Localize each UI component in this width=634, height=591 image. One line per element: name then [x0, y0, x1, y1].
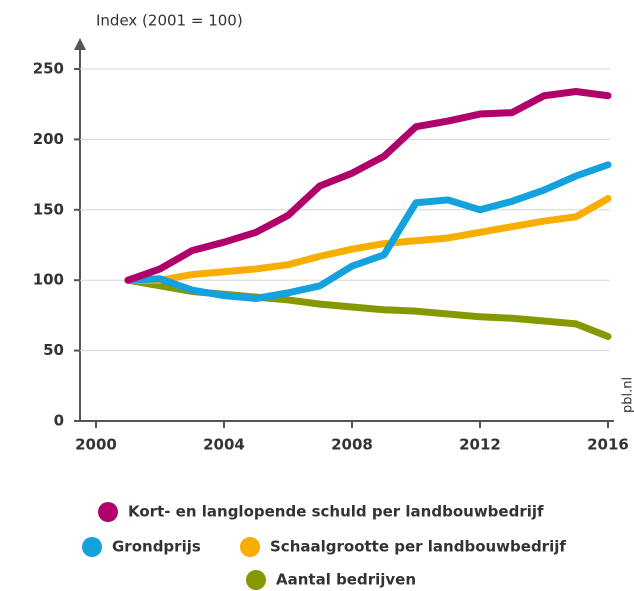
y-axis-arrow [74, 38, 86, 50]
legend-swatch [240, 537, 260, 557]
y-tick-label: 50 [43, 341, 64, 359]
legend-label: Aantal bedrijven [276, 571, 416, 589]
y-tick-label: 200 [33, 130, 64, 148]
legend-label: Schaalgrootte per landbouwbedrijf [270, 538, 566, 556]
legend-swatch [98, 502, 118, 522]
series-line [124, 88, 612, 284]
source: pbl.nl [621, 377, 634, 413]
x-tick-label: 2016 [587, 436, 629, 454]
legend-swatch [82, 537, 102, 557]
y-tick-label: 100 [33, 271, 64, 289]
x-tick-label: 2000 [75, 436, 117, 454]
legend-label: Kort- en langlopende schuld per landbouw… [128, 503, 544, 521]
y-axis-label: Index (2001 = 100) [96, 12, 243, 30]
x-tick-label: 2004 [203, 436, 245, 454]
series-line [124, 195, 612, 284]
series-line [124, 161, 612, 303]
legend-swatch [246, 570, 266, 590]
y-tick-label: 150 [33, 200, 64, 218]
x-tick-label: 2008 [331, 436, 373, 454]
y-tick-label: 250 [33, 60, 64, 78]
y-tick-label: 0 [54, 412, 64, 430]
x-tick-label: 2012 [459, 436, 501, 454]
legend-label: Grondprijs [112, 538, 201, 556]
